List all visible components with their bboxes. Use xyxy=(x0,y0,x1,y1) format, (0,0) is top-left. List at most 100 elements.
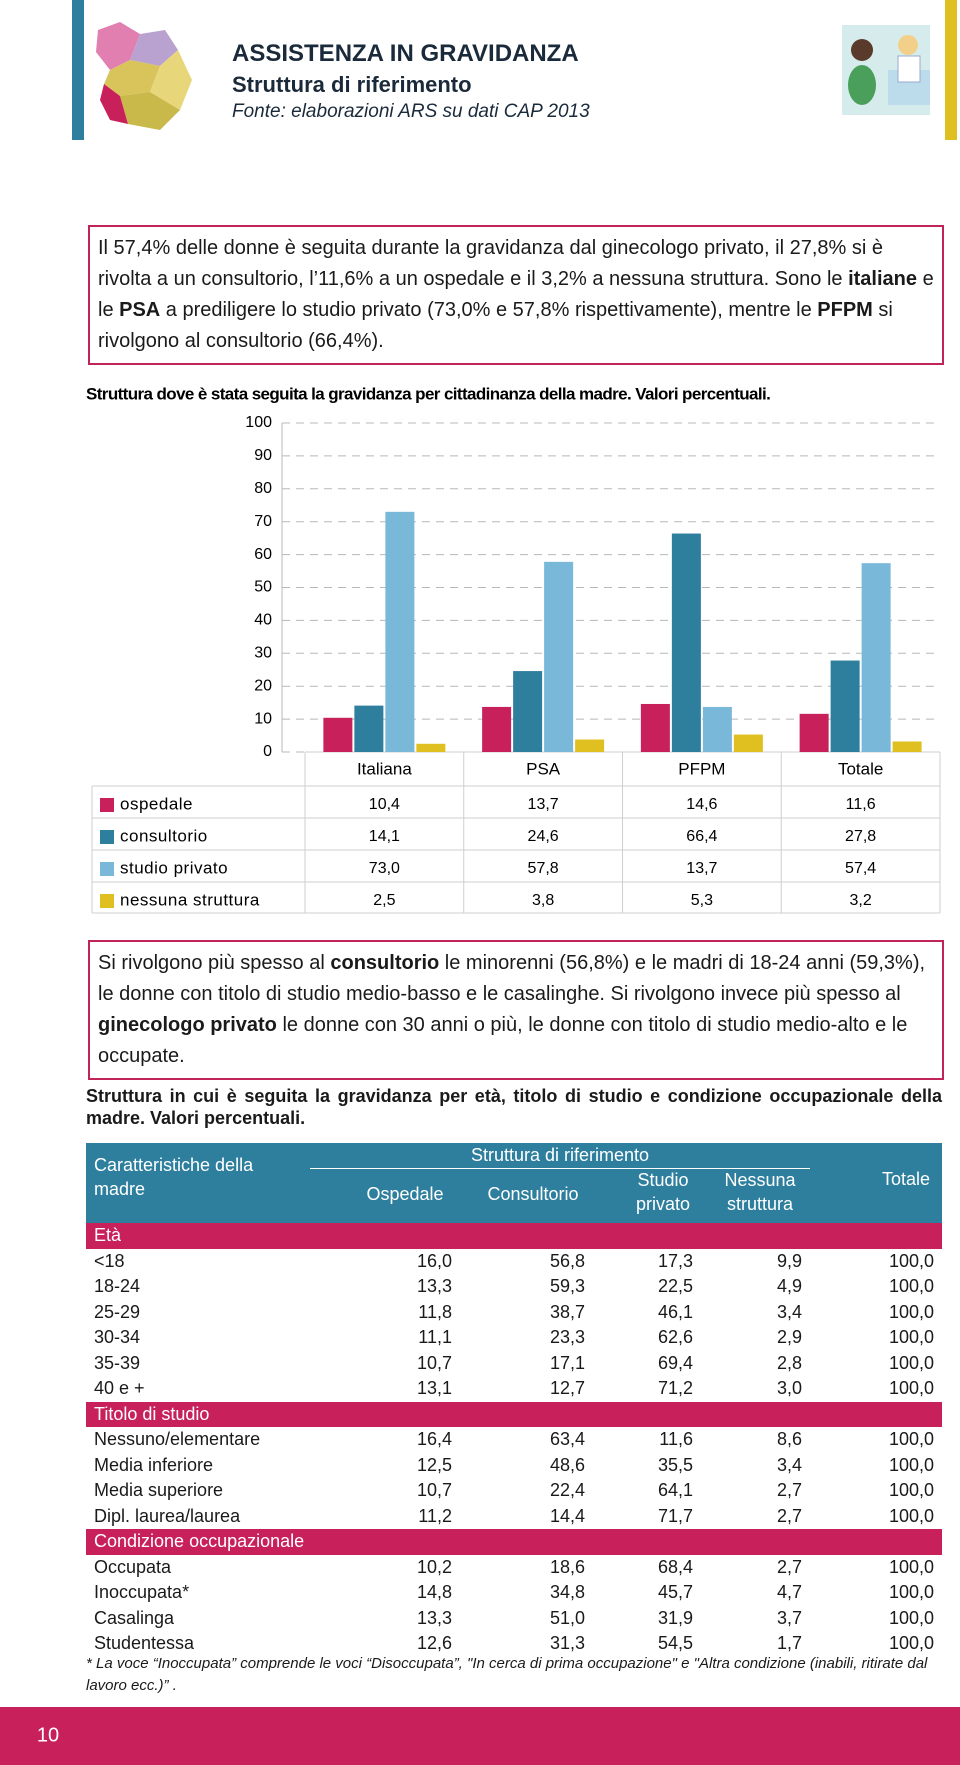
row-label: Media superiore xyxy=(94,1480,224,1500)
table-value: 100,0 xyxy=(888,1301,934,1322)
bold-text: ginecologo privato xyxy=(98,1014,277,1036)
x-tick-label: Italiana xyxy=(357,759,412,778)
table-value: 48,6 xyxy=(549,1454,585,1475)
table-value: 38,7 xyxy=(549,1301,585,1322)
legend-swatch xyxy=(100,894,114,908)
bar xyxy=(544,561,574,752)
x-tick-label: Totale xyxy=(838,759,883,778)
table-value: 69,4 xyxy=(657,1352,693,1373)
header-cell: Nessuna struttura xyxy=(724,1170,796,1214)
table-value: 100,0 xyxy=(888,1505,934,1526)
row-label: Occupata xyxy=(94,1556,172,1577)
table-value: 12,6 xyxy=(416,1633,452,1653)
bar xyxy=(416,743,446,752)
table-value: 1,7 xyxy=(776,1633,802,1653)
table-value: 9,9 xyxy=(776,1250,802,1271)
row-label: Studentessa xyxy=(94,1633,195,1653)
y-tick-label: 70 xyxy=(254,513,272,530)
table-value: 100,0 xyxy=(888,1429,934,1449)
table-value: 68,4 xyxy=(657,1556,693,1577)
text: a prediligere lo studio privato (73,0% e… xyxy=(160,299,818,321)
bar xyxy=(575,739,605,752)
text: e le xyxy=(98,268,934,321)
table-value: 2,7 xyxy=(776,1505,802,1526)
header-accent xyxy=(945,0,957,140)
table-value: 100,0 xyxy=(888,1633,934,1653)
legend-label: nessuna struttura xyxy=(120,890,260,909)
footnote: * La voce “Inoccupata” comprende le voci… xyxy=(86,1655,928,1694)
table-value: 2,9 xyxy=(776,1327,802,1347)
footer-bar xyxy=(0,1707,960,1765)
table-value: 54,5 xyxy=(657,1633,693,1653)
bar xyxy=(671,533,701,752)
illustration xyxy=(842,25,930,115)
table-title: Struttura in cui è seguita la gravidanza… xyxy=(86,1086,942,1128)
legend-label: ospedale xyxy=(120,794,193,813)
intro-box: Il 57,4% delle donne è seguita durante l… xyxy=(88,225,944,365)
section-label: Titolo di studio xyxy=(94,1403,210,1424)
bar xyxy=(513,671,543,752)
table-value: 63,4 xyxy=(549,1429,585,1449)
bar xyxy=(702,706,732,752)
table-value: 3,0 xyxy=(776,1378,802,1398)
table-value: 13,1 xyxy=(416,1378,452,1398)
header-cell: Caratteristiche della madre xyxy=(94,1155,254,1199)
table-value: 3,4 xyxy=(776,1454,802,1475)
bar xyxy=(830,660,860,752)
header-bar xyxy=(72,0,84,140)
y-tick-label: 20 xyxy=(254,677,272,694)
table-value: 56,8 xyxy=(549,1250,585,1271)
table-value: 11,8 xyxy=(418,1301,452,1322)
table-value: 14,4 xyxy=(549,1505,585,1526)
bar xyxy=(892,741,922,752)
y-tick-label: 50 xyxy=(254,579,272,596)
table-value: 100,0 xyxy=(888,1378,934,1398)
data-label: 57,4 xyxy=(845,860,876,877)
row-label: Inoccupata* xyxy=(94,1582,190,1602)
legend-swatch xyxy=(100,798,114,812)
table-value: 12,7 xyxy=(549,1378,585,1398)
data-label: 3,2 xyxy=(850,892,872,909)
table-value: 23,3 xyxy=(549,1327,585,1347)
table-value: 71,7 xyxy=(657,1505,693,1526)
table-value: 100,0 xyxy=(888,1327,934,1347)
table-value: 100,0 xyxy=(888,1250,934,1271)
section-bg xyxy=(86,1529,942,1555)
map-icon xyxy=(96,22,192,130)
table-value: 18,6 xyxy=(549,1556,585,1577)
data-label: 14,6 xyxy=(686,796,717,813)
data-label: 13,7 xyxy=(528,796,559,813)
table-value: 59,3 xyxy=(549,1276,585,1296)
data-label: 10,4 xyxy=(369,796,400,813)
note-box: Si rivolgono più spesso al consultorio l… xyxy=(88,940,944,1080)
page-number: 10 xyxy=(37,1724,59,1746)
y-tick-label: 0 xyxy=(263,743,272,760)
chart: 0 10 20 30 40 50 60 70 80 90 100 Italiana PSA PFPM Tot… xyxy=(91,414,941,914)
table-value: 16,0 xyxy=(416,1250,452,1271)
section-bg xyxy=(86,1401,942,1427)
table-value: 14,8 xyxy=(416,1582,452,1602)
table-value: 13,3 xyxy=(416,1607,452,1628)
bar xyxy=(861,563,891,752)
chart-title: Struttura dove è stata seguita la gravid… xyxy=(86,384,770,403)
section-label: Condizione occupazionale xyxy=(94,1531,305,1551)
table-value: 45,7 xyxy=(657,1582,693,1602)
table-value: 100,0 xyxy=(888,1454,934,1475)
table-value: 22,4 xyxy=(549,1480,585,1500)
table-value: 4,7 xyxy=(776,1582,802,1602)
legend-label: studio privato xyxy=(120,858,228,877)
y-tick-label: 30 xyxy=(254,645,272,662)
table-value: 100,0 xyxy=(888,1582,934,1602)
bar xyxy=(323,717,353,752)
bar xyxy=(640,703,670,752)
table-value: 4,9 xyxy=(776,1276,802,1296)
bold-text: PSA xyxy=(119,299,161,321)
header-group: Struttura di riferimento xyxy=(470,1145,650,1165)
table-value: 34,8 xyxy=(549,1582,585,1602)
data-label: 5,3 xyxy=(691,892,713,909)
table-value: 10,7 xyxy=(416,1480,452,1500)
header-rule xyxy=(310,1168,810,1169)
table-value: 17,1 xyxy=(549,1352,585,1373)
table-value: 12,5 xyxy=(416,1454,452,1475)
